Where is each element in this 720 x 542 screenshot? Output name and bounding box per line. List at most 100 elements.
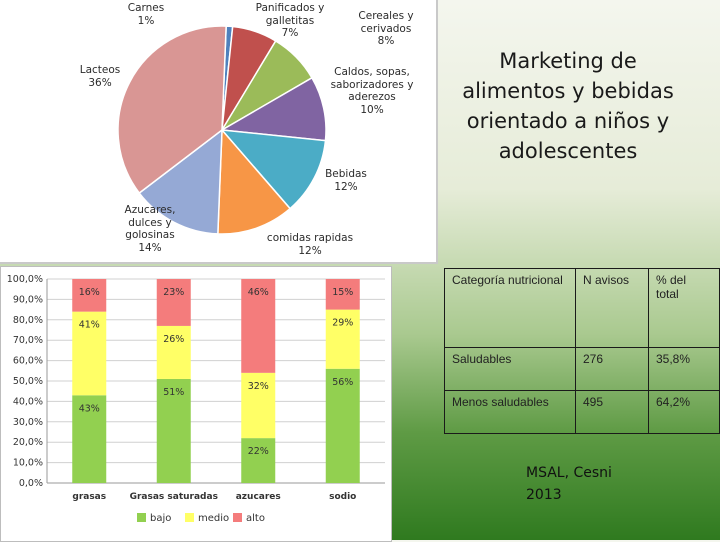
y-tick-label: 30,0% — [13, 417, 43, 428]
table-header-percent: % del total — [648, 268, 720, 348]
pie-label-line: 36% — [88, 76, 112, 89]
legend-label: bajo — [150, 513, 171, 524]
pie-label-line: 12% — [334, 180, 358, 193]
y-tick-label: 70,0% — [13, 335, 43, 346]
table-cell: Menos saludables — [444, 390, 576, 434]
pie-label-line: 7% — [281, 27, 299, 39]
table-cell: Saludables — [444, 347, 576, 391]
pie-slice — [117, 25, 227, 195]
table-cell: 276 — [575, 347, 649, 391]
x-category-label: Grasas saturadas — [130, 492, 218, 502]
bar-segment-alto — [241, 279, 276, 373]
table-header-count: N avisos — [575, 268, 649, 348]
pie-slice-label: Carnes 1% — [128, 2, 164, 27]
y-tick-label: 0,0% — [19, 478, 43, 489]
bar-data-label: 41% — [79, 320, 100, 331]
pie-label-line: Lacteos — [79, 64, 121, 76]
table-row: Saludables 276 35,8% — [444, 347, 720, 391]
pie-slice-label: Bebidas 12% — [325, 168, 367, 193]
y-tick-label: 100,0% — [7, 274, 43, 285]
pie-slice-label: Cereales y cerivados 8% — [358, 10, 413, 48]
bar-data-label: 23% — [163, 287, 184, 298]
pie-label-line: cerivados — [360, 22, 412, 35]
bar-segment-bajo — [156, 378, 191, 483]
pie-slice — [217, 128, 292, 235]
legend-swatch — [233, 513, 242, 522]
y-tick-label: 90,0% — [13, 294, 43, 305]
bar-segment-alto — [325, 279, 360, 310]
legend-label: medio — [198, 513, 229, 524]
pie-label-line: 1% — [137, 14, 155, 27]
bar-data-label: 15% — [332, 287, 353, 298]
pie-slice — [138, 128, 223, 235]
pie-label-line: 12% — [298, 244, 322, 257]
y-tick-label: 80,0% — [13, 315, 43, 326]
nutrition-table: Categoría nutricional N avisos % del tot… — [444, 268, 720, 434]
x-category-label: azucares — [236, 492, 281, 502]
pie-slice-label: Panificados y galletitas 7% — [256, 2, 325, 40]
pie-label-line: Panificados y — [255, 2, 325, 14]
pie-slice — [220, 129, 327, 210]
source-citation: MSAL, Cesni 2013 — [526, 462, 612, 506]
y-tick-label: 60,0% — [13, 356, 43, 367]
table-header-row: Categoría nutricional N avisos % del tot… — [444, 268, 720, 348]
pie-label-line: aderezos — [348, 91, 396, 103]
bar-data-label: 46% — [248, 287, 269, 298]
x-category-label: grasas — [72, 492, 106, 502]
bar-segment-medio — [156, 325, 191, 379]
bar-segment-alto — [72, 279, 107, 312]
table-cell: 64,2% — [648, 390, 720, 434]
bar-data-label: 56% — [332, 377, 353, 388]
y-tick-label: 20,0% — [13, 437, 43, 448]
pie-label-line: Bebidas — [325, 168, 367, 180]
bar-data-label: 43% — [79, 403, 100, 414]
table-cell: 495 — [575, 390, 649, 434]
pie-label-line: Carnes — [127, 2, 165, 14]
legend-label: alto — [246, 513, 265, 524]
table-cell: 35,8% — [648, 347, 720, 391]
bar-data-label: 29% — [332, 318, 353, 329]
pie-label-line: 14% — [138, 241, 162, 254]
pie-label-line: saborizadores y — [330, 78, 414, 91]
bar-segment-medio — [72, 311, 107, 396]
pie-label-line: 8% — [377, 35, 395, 47]
bar-data-label: 32% — [248, 381, 269, 392]
y-tick-label: 10,0% — [13, 458, 43, 469]
pie-slice-label: comidas rapidas 12% — [267, 232, 353, 257]
source-line: MSAL, Cesni — [526, 465, 612, 481]
legend-swatch — [185, 513, 194, 522]
stacked-bar-chart: 0,0% 10,0% 20,0% 30,0% 40,0% 50,0% 60,0% 70,0% 8… — [7, 274, 385, 524]
pie-slice-label: Azucares, dulces y golosinas 14% — [125, 204, 176, 254]
x-category-label: sodio — [329, 492, 356, 502]
y-tick-label: 40,0% — [13, 396, 43, 407]
bar-segment-bajo — [325, 368, 360, 483]
pie-label-line: comidas rapidas — [266, 232, 354, 244]
pie-label-line: Cereales y — [358, 10, 414, 22]
pie-chart — [117, 25, 327, 235]
bar-segment-medio — [241, 372, 276, 439]
source-line: 2013 — [526, 487, 562, 503]
pie-slice-label: Lacteos 36% — [80, 64, 121, 89]
bar-segment-bajo — [241, 438, 276, 483]
slide-title: Marketing de alimentos y bebidas orienta… — [462, 49, 674, 163]
pie-label-line: Azucares, — [124, 204, 176, 216]
bar-segment-alto — [156, 279, 191, 326]
pie-chart-panel: Carnes 1% Panificados y galletitas 7% Cereale… — [0, 0, 438, 264]
bar-segment-bajo — [72, 395, 107, 483]
bar-segment-medio — [325, 309, 360, 369]
table-row: Menos saludables 495 64,2% — [444, 390, 720, 434]
bar-data-label: 26% — [163, 334, 184, 345]
pie-label-line: Caldos, sopas, — [334, 66, 410, 78]
bar-data-label: 22% — [248, 446, 269, 457]
pie-label-line: dulces y — [128, 216, 172, 229]
y-tick-label: 50,0% — [13, 376, 43, 387]
bar-data-label: 51% — [163, 387, 184, 398]
pie-label-line: galletitas — [265, 14, 315, 27]
bar-data-label: 16% — [79, 287, 100, 298]
pie-label-line: golosinas — [125, 229, 175, 241]
pie-slice-label: Caldos, sopas, saborizadores y aderezos 10% — [331, 66, 414, 116]
pie-label-line: 10% — [360, 103, 384, 116]
bar-chart-panel: 0,0% 10,0% 20,0% 30,0% 40,0% 50,0% 60,0% 70,0% 8… — [0, 266, 392, 542]
table-header-category: Categoría nutricional — [444, 268, 576, 348]
legend-swatch — [137, 513, 146, 522]
